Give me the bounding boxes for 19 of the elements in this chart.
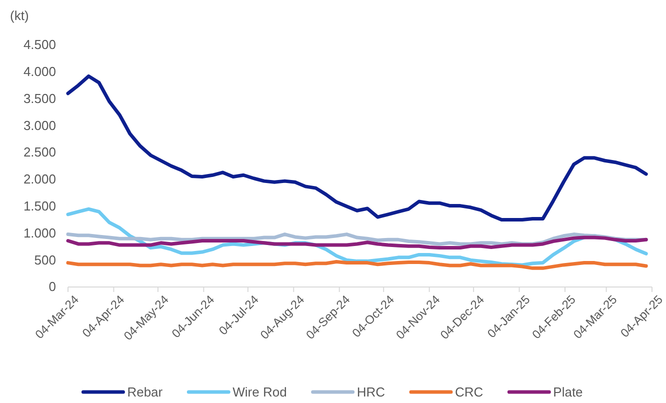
y-axis-title: (kt) (10, 8, 29, 23)
y-tick-label: 3.000 (23, 118, 56, 133)
y-tick-label: 2.000 (23, 172, 56, 187)
legend-label: HRC (356, 384, 385, 400)
legend-label: Plate (553, 384, 583, 400)
line-series (66, 260, 648, 270)
y-tick-label: 0 (48, 279, 56, 294)
legend-label: Rebar (127, 384, 164, 400)
legend-label: Wire Rod (232, 384, 287, 400)
y-tick-label: 500 (34, 252, 56, 268)
y-tick-label: 1.500 (23, 198, 56, 214)
y-tick-label: 1.000 (23, 225, 56, 240)
y-tick-label: 2.500 (23, 144, 56, 160)
line-series (66, 236, 648, 250)
y-tick-label: 4.000 (23, 64, 56, 80)
y-tick-label: 4.500 (23, 37, 56, 52)
legend-label: CRC (454, 384, 484, 400)
line-series (66, 74, 648, 222)
y-tick-label: 3.500 (23, 90, 56, 106)
